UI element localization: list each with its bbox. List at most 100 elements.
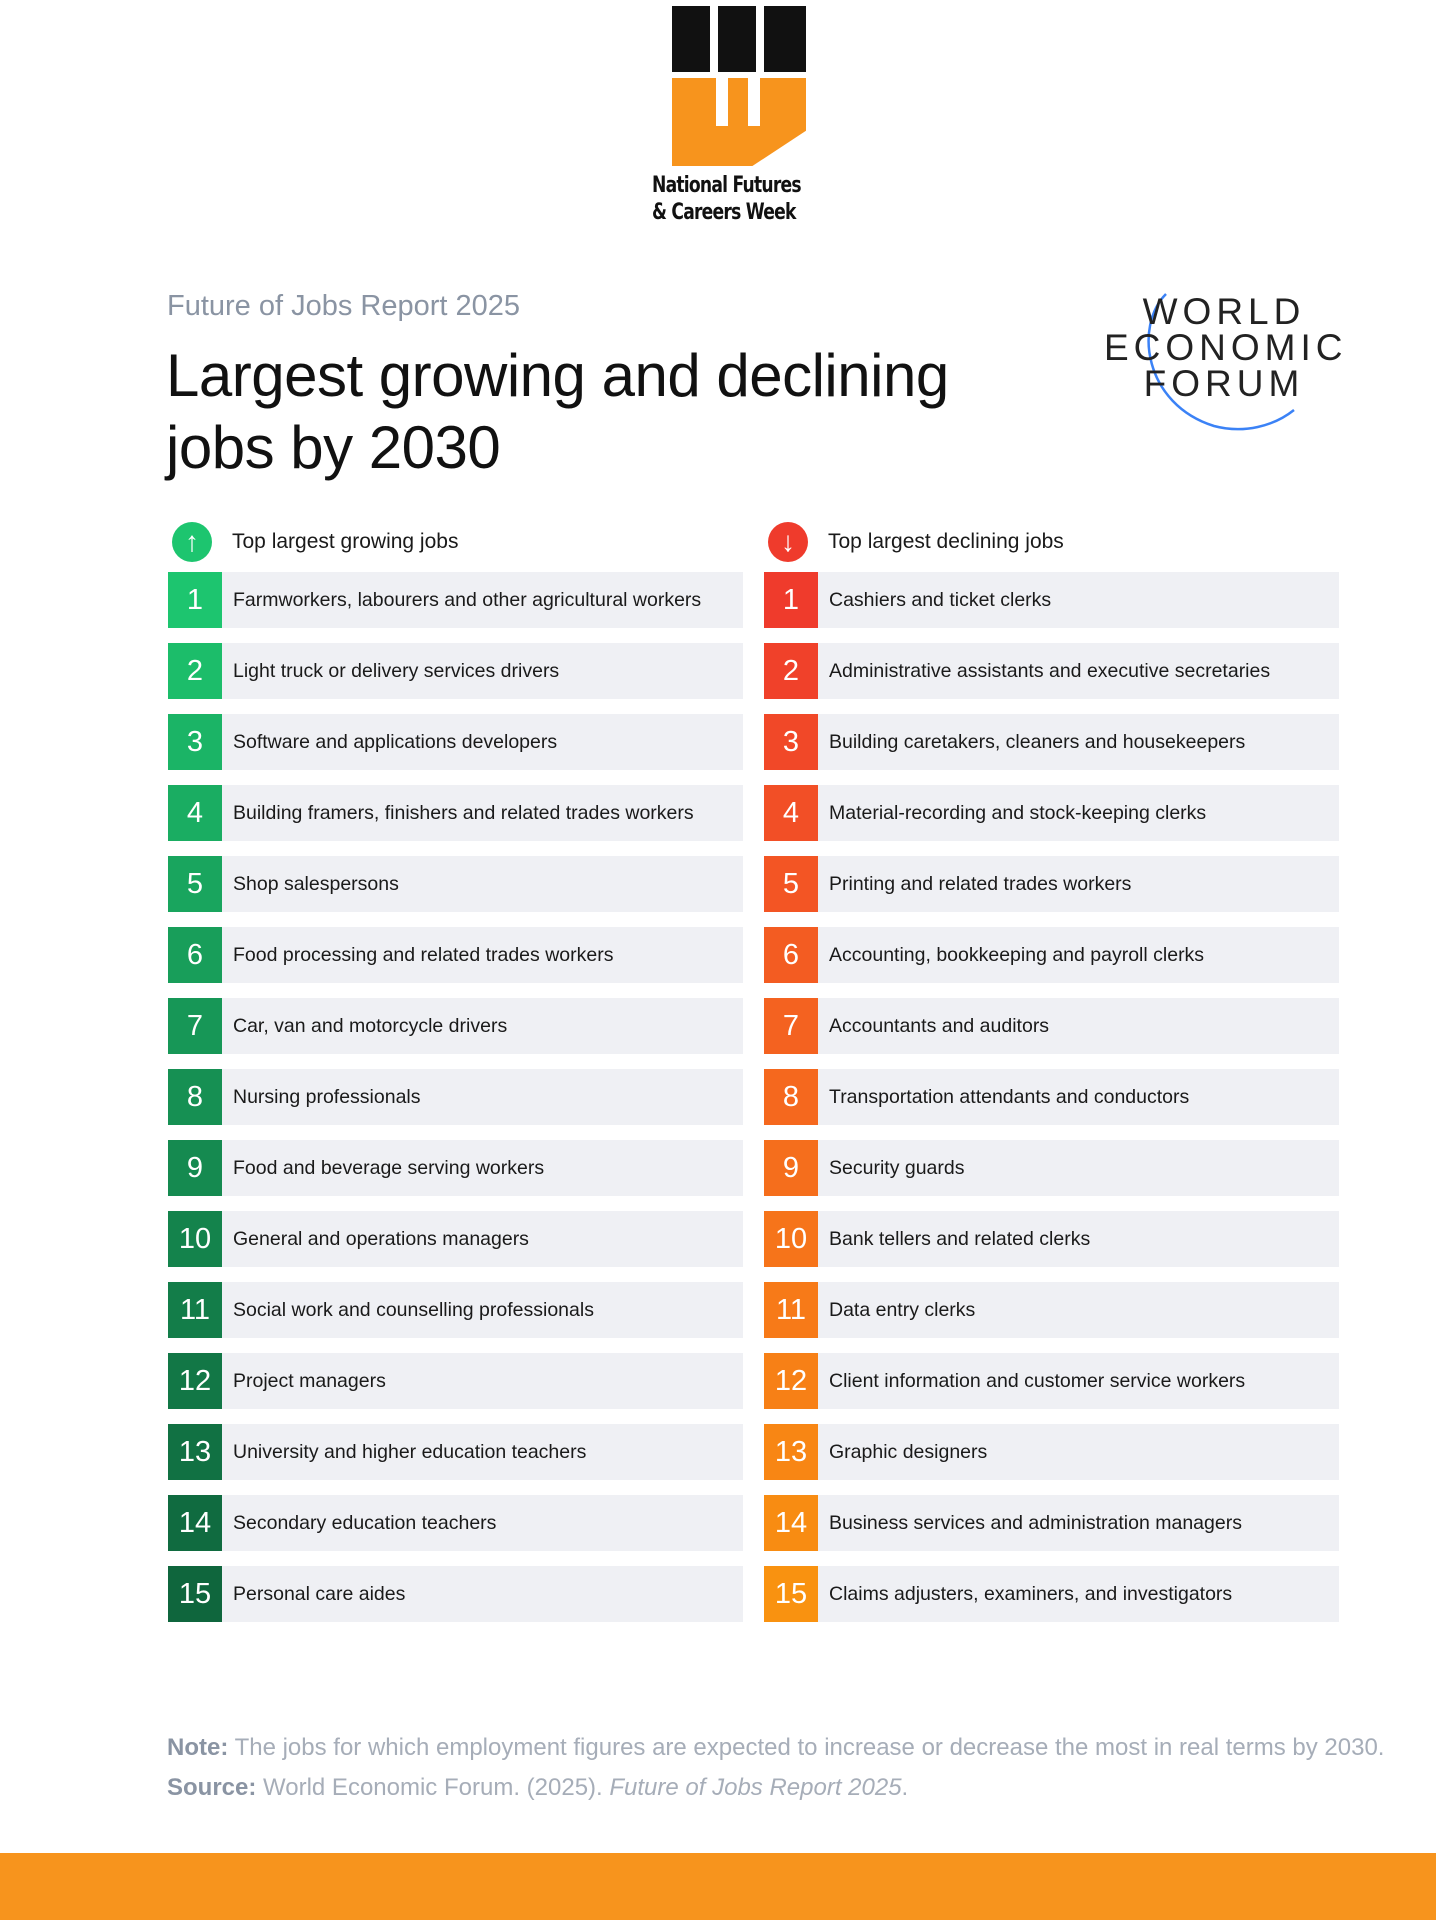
job-title: Printing and related trades workers bbox=[829, 873, 1132, 895]
job-rank: 2 bbox=[168, 643, 222, 699]
note-text: The jobs for which employment figures ar… bbox=[228, 1734, 1385, 1761]
job-row: 9 Food and beverage serving workers bbox=[168, 1140, 743, 1196]
declining-jobs-column: ↓ Top largest declining jobs 1 Cashiers a… bbox=[764, 520, 1339, 1637]
wef-logo: WORLD ECONOMIC FORUM bbox=[1104, 286, 1344, 436]
growing-jobs-header: ↑ Top largest growing jobs bbox=[168, 520, 743, 566]
job-rank: 8 bbox=[764, 1069, 818, 1125]
nfc-logo-name: National Futures & Careers Week bbox=[652, 172, 802, 226]
source-label: Source: bbox=[167, 1774, 257, 1801]
nfc-logo-mark-top bbox=[672, 6, 806, 72]
job-rank: 5 bbox=[168, 856, 222, 912]
job-rank: 9 bbox=[168, 1140, 222, 1196]
job-title: Software and applications developers bbox=[233, 731, 558, 753]
declining-jobs-heading: Top largest declining jobs bbox=[828, 530, 1064, 553]
job-row: 6 Accounting, bookkeeping and payroll cle… bbox=[764, 927, 1339, 983]
job-rank: 12 bbox=[764, 1353, 818, 1409]
source-text: World Economic Forum. (2025). bbox=[256, 1774, 610, 1801]
job-rank: 11 bbox=[168, 1282, 222, 1338]
note-label: Note: bbox=[167, 1734, 229, 1761]
job-title: Bank tellers and related clerks bbox=[829, 1228, 1091, 1250]
job-title: Light truck or delivery services drivers bbox=[233, 660, 560, 682]
job-rank: 12 bbox=[168, 1353, 222, 1409]
job-row: 11 Data entry clerks bbox=[764, 1282, 1339, 1338]
job-title: General and operations managers bbox=[233, 1228, 529, 1250]
job-rank: 6 bbox=[764, 927, 818, 983]
job-title: Secondary education teachers bbox=[233, 1512, 497, 1534]
job-rank: 3 bbox=[168, 714, 222, 770]
footnote-note: Note: The jobs for which employment figu… bbox=[167, 1734, 1384, 1762]
job-rank: 9 bbox=[764, 1140, 818, 1196]
footer-bar bbox=[0, 1853, 1436, 1920]
nfc-name-line2: & Careers Week bbox=[652, 200, 796, 225]
job-row: 14 Secondary education teachers bbox=[168, 1495, 743, 1551]
nfc-logo-notch bbox=[716, 78, 728, 126]
job-row: 15 Claims adjusters, examiners, and inves… bbox=[764, 1566, 1339, 1622]
arrow-up-icon: ↑ bbox=[172, 522, 212, 562]
wef-logo-line2: ECONOMIC bbox=[1104, 327, 1348, 368]
job-row: 14 Business services and administration m… bbox=[764, 1495, 1339, 1551]
job-title: Client information and customer service … bbox=[829, 1370, 1246, 1392]
job-title: Accountants and auditors bbox=[829, 1015, 1050, 1037]
job-title: Food processing and related trades worke… bbox=[233, 944, 614, 966]
job-rank: 1 bbox=[168, 572, 222, 628]
job-title: Administrative assistants and executive … bbox=[829, 660, 1271, 682]
footnote-source: Source: World Economic Forum. (2025). Fu… bbox=[167, 1774, 908, 1802]
job-title: Data entry clerks bbox=[829, 1299, 976, 1321]
declining-jobs-list: 1 Cashiers and ticket clerks 2 Administrati… bbox=[764, 572, 1339, 1622]
job-title: University and higher education teachers bbox=[233, 1441, 587, 1463]
job-row: 8 Nursing professionals bbox=[168, 1069, 743, 1125]
job-row: 3 Building caretakers, cleaners and house… bbox=[764, 714, 1339, 770]
job-title: Business services and administration man… bbox=[829, 1512, 1242, 1534]
job-row: 7 Car, van and motorcycle drivers bbox=[168, 998, 743, 1054]
declining-jobs-header: ↓ Top largest declining jobs bbox=[764, 520, 1339, 566]
job-title: Shop salespersons bbox=[233, 873, 399, 895]
job-row: 10 Bank tellers and related clerks bbox=[764, 1211, 1339, 1267]
job-row: 2 Light truck or delivery services driver… bbox=[168, 643, 743, 699]
job-row: 10 General and operations managers bbox=[168, 1211, 743, 1267]
job-rank: 3 bbox=[764, 714, 818, 770]
job-title: Cashiers and ticket clerks bbox=[829, 589, 1052, 611]
wef-logo-line3: FORUM bbox=[1143, 363, 1305, 404]
growing-jobs-list: 1 Farmworkers, labourers and other agricu… bbox=[168, 572, 743, 1622]
job-rank: 4 bbox=[168, 785, 222, 841]
job-title: Graphic designers bbox=[829, 1441, 988, 1463]
job-row: 12 Client information and customer servic… bbox=[764, 1353, 1339, 1409]
arrow-down-icon: ↓ bbox=[768, 522, 808, 562]
source-italic: Future of Jobs Report 2025 bbox=[609, 1774, 902, 1801]
job-rank: 15 bbox=[764, 1566, 818, 1622]
wef-arc-icon bbox=[1147, 293, 1295, 431]
job-title: Building caretakers, cleaners and housek… bbox=[829, 731, 1246, 753]
job-row: 12 Project managers bbox=[168, 1353, 743, 1409]
job-title: Project managers bbox=[233, 1370, 386, 1392]
job-title: Food and beverage serving workers bbox=[233, 1157, 545, 1179]
job-row: 6 Food processing and related trades work… bbox=[168, 927, 743, 983]
nfc-name-line1: National Futures bbox=[652, 173, 802, 198]
job-rank: 15 bbox=[168, 1566, 222, 1622]
job-row: 5 Printing and related trades workers bbox=[764, 856, 1339, 912]
nfc-logo-mark-bottom bbox=[672, 78, 806, 166]
job-rank: 7 bbox=[168, 998, 222, 1054]
job-title: Building framers, finishers and related … bbox=[233, 802, 694, 824]
job-rank: 14 bbox=[168, 1495, 222, 1551]
job-row: 15 Personal care aides bbox=[168, 1566, 743, 1622]
job-row: 2 Administrative assistants and executive… bbox=[764, 643, 1339, 699]
source-end: . bbox=[901, 1774, 909, 1801]
page-title: Largest growing and declining jobs by 20… bbox=[166, 340, 1066, 484]
wef-logo-line1: WORLD bbox=[1142, 291, 1306, 332]
job-row: 11 Social work and counselling profession… bbox=[168, 1282, 743, 1338]
report-label: Future of Jobs Report 2025 bbox=[167, 290, 521, 322]
growing-jobs-heading: Top largest growing jobs bbox=[232, 530, 459, 553]
job-row: 4 Material-recording and stock-keeping cl… bbox=[764, 785, 1339, 841]
job-title: Car, van and motorcycle drivers bbox=[233, 1015, 508, 1037]
job-row: 4 Building framers, finishers and related… bbox=[168, 785, 743, 841]
job-title: Security guards bbox=[829, 1157, 965, 1179]
job-rank: 13 bbox=[168, 1424, 222, 1480]
job-rank: 10 bbox=[168, 1211, 222, 1267]
job-row: 8 Transportation attendants and conductor… bbox=[764, 1069, 1339, 1125]
job-rank: 6 bbox=[168, 927, 222, 983]
job-rank: 2 bbox=[764, 643, 818, 699]
job-row: 13 University and higher education teache… bbox=[168, 1424, 743, 1480]
job-rank: 8 bbox=[168, 1069, 222, 1125]
job-title: Material-recording and stock-keeping cle… bbox=[829, 802, 1207, 824]
job-title: Claims adjusters, examiners, and investi… bbox=[829, 1583, 1233, 1605]
